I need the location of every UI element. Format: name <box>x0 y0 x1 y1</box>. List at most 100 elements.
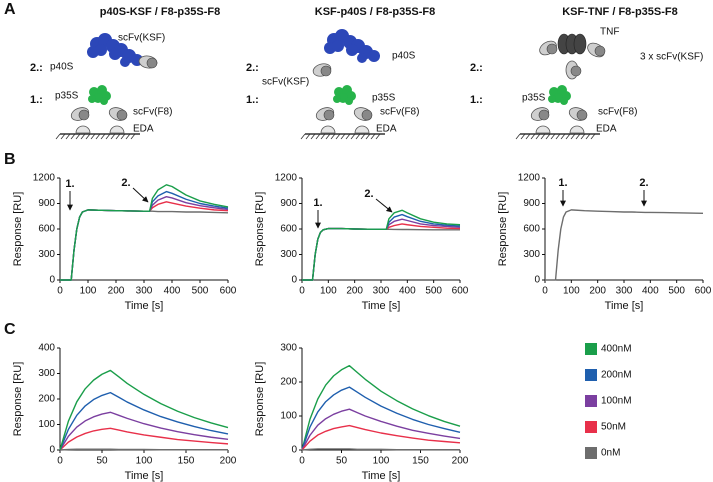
y-tick-label: 300 <box>38 249 55 260</box>
y-tick-label: 0 <box>49 275 55 286</box>
series-line <box>60 209 229 281</box>
annotation: 1. <box>313 197 322 209</box>
eda <box>75 125 91 134</box>
y-tick-label: 300 <box>523 249 540 260</box>
component-label: p40S <box>392 51 416 62</box>
legend-swatch <box>585 369 597 381</box>
scfv <box>594 45 606 57</box>
annotation: 2. <box>639 177 648 189</box>
protein-blob <box>333 95 341 103</box>
y-tick-label: 1200 <box>33 173 56 184</box>
scfv <box>116 109 128 121</box>
eda <box>109 125 125 134</box>
hatch <box>520 133 526 140</box>
hatch <box>360 133 366 140</box>
protein-blob <box>346 44 358 56</box>
hatch <box>545 133 551 140</box>
y-axis-label: Response [RU] <box>12 192 24 267</box>
x-tick-label: 300 <box>136 286 153 297</box>
hatch <box>130 133 136 140</box>
eda <box>320 125 336 134</box>
x-tick-label: 200 <box>589 286 606 297</box>
x-tick-label: 50 <box>336 456 348 467</box>
hatch <box>330 133 336 140</box>
hatch <box>525 133 531 140</box>
series-line <box>302 213 461 281</box>
component-label: scFv(F8) <box>380 107 419 118</box>
x-tick-label: 500 <box>192 286 209 297</box>
protein-blob <box>345 97 353 105</box>
legend-swatch <box>585 447 597 459</box>
diagram-title: p40S-KSF / F8-p35S-F8 <box>100 6 220 18</box>
legend-swatch <box>585 421 597 433</box>
diagram-title: KSF-p40S / F8-p35S-F8 <box>315 6 435 18</box>
hatch <box>305 133 311 140</box>
panel-label: C <box>4 321 16 338</box>
series-line <box>302 227 460 281</box>
eda <box>569 125 585 134</box>
series-line <box>302 223 461 281</box>
component-label: scFv(KSF) <box>262 77 309 88</box>
hatch <box>315 133 321 140</box>
series-line <box>60 190 229 281</box>
x-tick-label: 400 <box>642 286 659 297</box>
hatch <box>105 133 111 140</box>
hatch <box>515 133 521 140</box>
legend-swatch <box>585 343 597 355</box>
x-tick-label: 600 <box>695 286 712 297</box>
series-line <box>60 184 229 281</box>
y-tick-label: 600 <box>38 224 55 235</box>
x-tick-label: 500 <box>425 286 442 297</box>
x-axis-label: Time [s] <box>125 470 164 482</box>
x-tick-label: 500 <box>668 286 685 297</box>
hatch <box>125 133 131 140</box>
hatch <box>65 133 71 140</box>
panel-label: B <box>4 151 16 168</box>
y-axis-label: Response [RU] <box>497 192 509 267</box>
y-tick-label: 1200 <box>518 173 541 184</box>
y-tick-label: 600 <box>280 224 297 235</box>
scfv <box>361 109 373 121</box>
protein-blob <box>95 44 107 56</box>
x-tick-label: 100 <box>563 286 580 297</box>
series-line <box>59 369 229 451</box>
component-label: 3 x scFv(KSF) <box>640 52 703 63</box>
component-label: p35S <box>372 93 396 104</box>
component-label: EDA <box>596 124 617 135</box>
scfv <box>146 57 158 69</box>
x-axis-label: Time [s] <box>362 470 401 482</box>
x-tick-label: 100 <box>320 286 337 297</box>
series-line <box>301 424 461 451</box>
x-tick-label: 150 <box>178 456 195 467</box>
eda <box>535 125 551 134</box>
protein-blob <box>548 95 556 103</box>
hatch <box>320 133 326 140</box>
series-line <box>301 408 461 451</box>
y-tick-label: 600 <box>523 224 540 235</box>
x-tick-label: 100 <box>136 456 153 467</box>
hatch <box>100 133 106 140</box>
x-tick-label: 600 <box>452 286 469 297</box>
step-label: 2.: <box>30 62 43 74</box>
series-line <box>60 201 229 281</box>
protein-blob <box>560 97 568 105</box>
x-tick-label: 0 <box>57 456 63 467</box>
hatch <box>80 133 86 140</box>
hatch <box>325 133 331 140</box>
hatch <box>375 133 381 140</box>
x-tick-label: 50 <box>96 456 108 467</box>
scfv <box>320 65 332 77</box>
legend-label: 200nM <box>601 370 632 381</box>
hatch <box>560 133 566 140</box>
component-label: EDA <box>376 124 397 135</box>
y-tick-label: 900 <box>280 198 297 209</box>
hatch <box>580 133 586 140</box>
protein-blob <box>88 95 96 103</box>
hatch <box>585 133 591 140</box>
diagram-title: KSF-TNF / F8-p35S-F8 <box>562 6 678 18</box>
scfv <box>538 109 550 121</box>
y-axis-label: Response [RU] <box>254 362 266 437</box>
series-line <box>59 427 229 451</box>
x-tick-label: 150 <box>412 456 429 467</box>
x-tick-label: 400 <box>399 286 416 297</box>
